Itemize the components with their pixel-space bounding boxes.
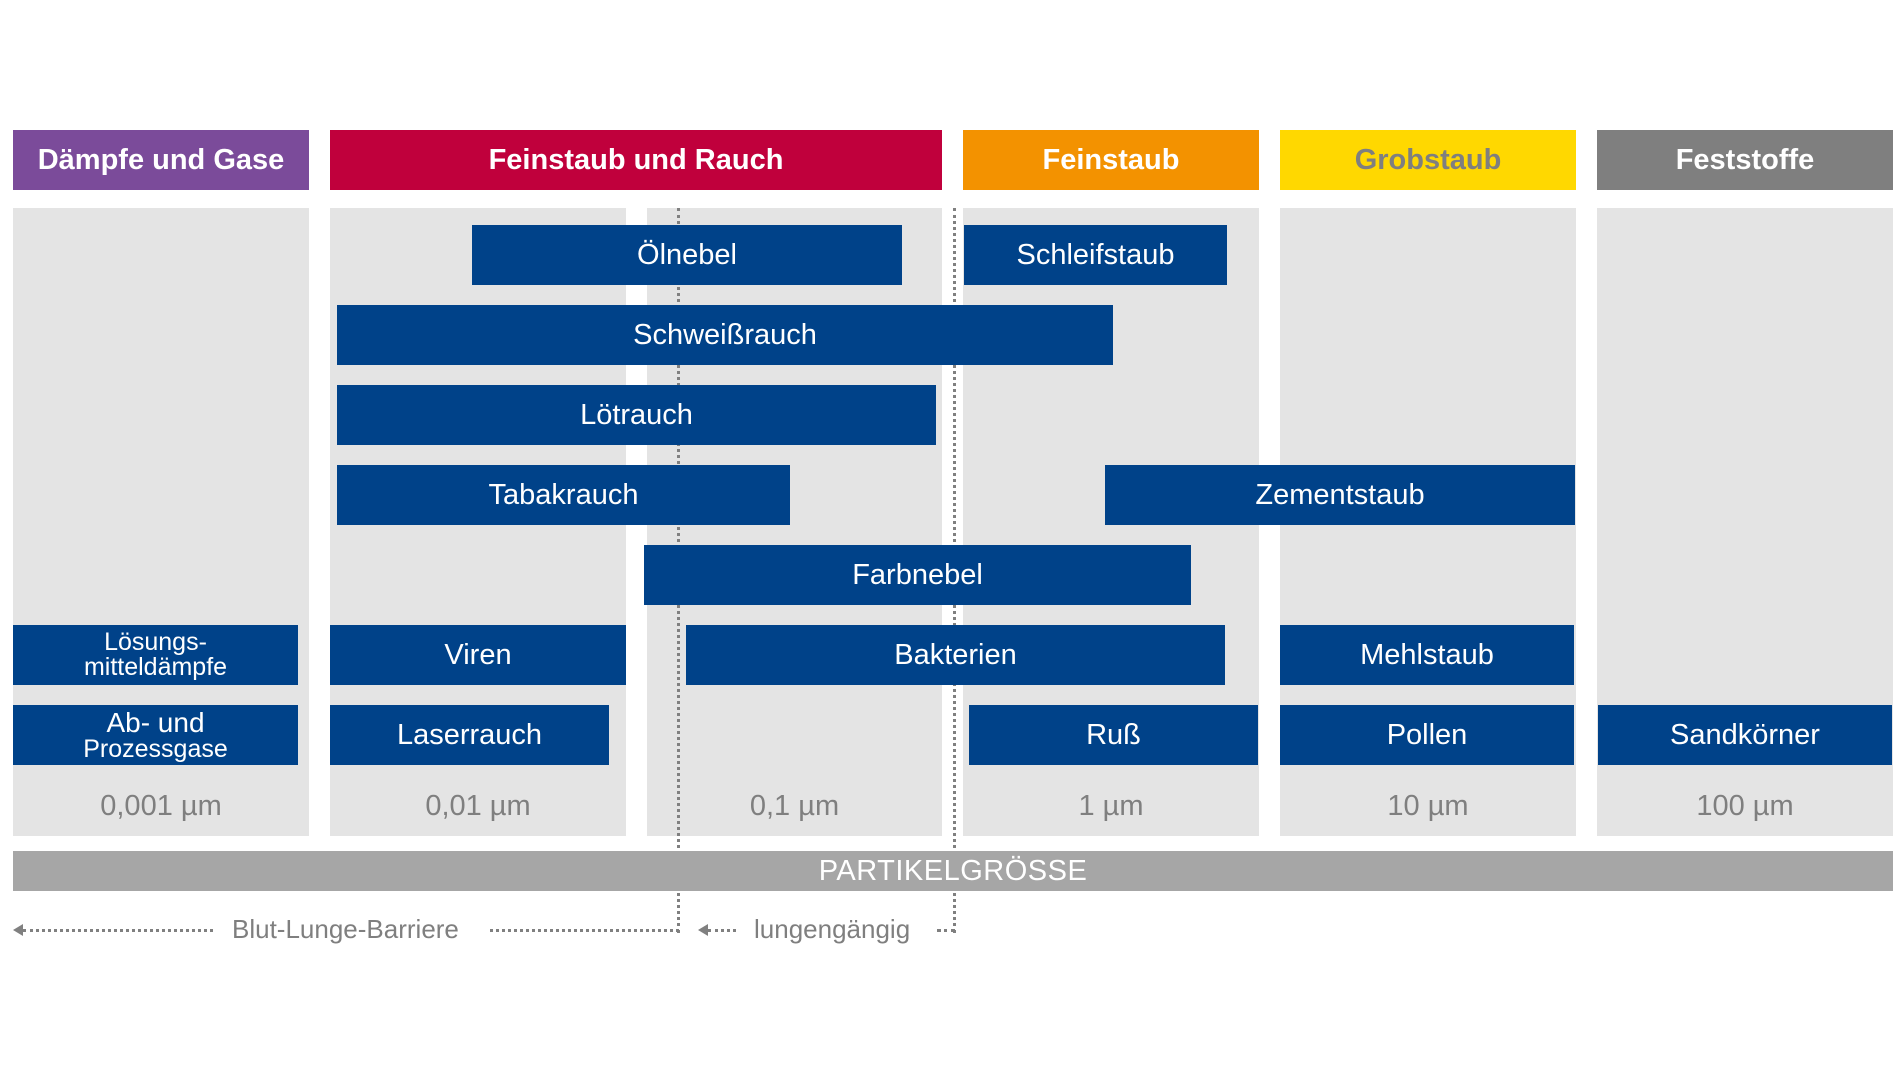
arrow-left-icon — [13, 924, 23, 936]
bar-schleifstaub: Schleifstaub — [964, 225, 1227, 285]
respirable-label: lungengängig — [754, 914, 911, 944]
bar-zementstaub: Zementstaub — [1105, 465, 1575, 525]
respirable-dotted-line-left — [708, 929, 736, 932]
category-header-solids: Feststoffe — [1597, 130, 1893, 190]
tick-label-01: 0,1 µm — [749, 790, 840, 822]
particle-size-axis: PARTIKELGRÖSSE — [13, 851, 1893, 891]
bar-tabakrauch: Tabakrauch — [337, 465, 790, 525]
bar-ab-und-prozessgase: Ab- und Prozessgase — [13, 705, 298, 765]
blood-lung-barrier-label: Blut-Lunge-Barriere — [232, 914, 459, 944]
bar-farbnebel: Farbnebel — [644, 545, 1191, 605]
barrier-dotted-line-left — [23, 929, 213, 932]
category-header-fine-dust: Feinstaub — [963, 130, 1259, 190]
bar-loetrauch: Lötrauch — [337, 385, 936, 445]
tick-label-0001: 0,001 µm — [100, 790, 222, 822]
bar-russ: Ruß — [969, 705, 1258, 765]
bar-bakterien: Bakterien — [686, 625, 1225, 685]
bar-oelnebel: Ölnebel — [472, 225, 902, 285]
bar-sandkoerner: Sandkörner — [1598, 705, 1892, 765]
arrow-left-icon — [698, 924, 708, 936]
barrier-dotted-line-right — [490, 929, 679, 932]
bar-schweissrauch: Schweißrauch — [337, 305, 1113, 365]
bar-pollen: Pollen — [1280, 705, 1574, 765]
bar-viren: Viren — [330, 625, 626, 685]
category-header-coarse-dust: Grobstaub — [1280, 130, 1576, 190]
tick-label-100: 100 µm — [1696, 790, 1794, 822]
tick-label-1: 1 µm — [1078, 790, 1144, 822]
category-header-vapors-gases: Dämpfe und Gase — [13, 130, 309, 190]
bar-laserrauch: Laserrauch — [330, 705, 609, 765]
tick-label-10: 10 µm — [1387, 790, 1469, 822]
category-header-fine-dust-smoke: Feinstaub und Rauch — [330, 130, 942, 190]
bar-loesungsmitteldaempfe: Lösungs-mitteldämpfe — [13, 625, 298, 685]
tick-label-001: 0,01 µm — [425, 790, 531, 822]
bar-mehlstaub: Mehlstaub — [1280, 625, 1574, 685]
respirable-dotted-line-right — [937, 929, 955, 932]
